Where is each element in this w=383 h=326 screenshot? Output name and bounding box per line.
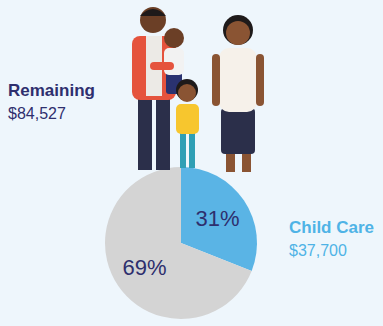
girl-head bbox=[178, 84, 196, 102]
child-head bbox=[164, 28, 184, 48]
family-illustration bbox=[132, 7, 264, 172]
data-label: 69% bbox=[123, 255, 167, 280]
chart: 31% 69% Remaining $84,527 Child Care $37,700 bbox=[0, 0, 383, 326]
pie-slice bbox=[105, 167, 252, 319]
mom-arm bbox=[256, 54, 264, 106]
dad-head bbox=[140, 7, 166, 33]
girl-leg bbox=[189, 130, 195, 168]
girl-shirt bbox=[176, 104, 199, 134]
child-shirt bbox=[164, 48, 184, 75]
category-label: Child Care bbox=[289, 218, 374, 237]
dad-hair bbox=[140, 9, 166, 16]
mom-hair bbox=[223, 15, 253, 45]
mom-head bbox=[226, 21, 250, 45]
pie: 31% 69% bbox=[105, 167, 257, 319]
mom-arm bbox=[212, 54, 220, 106]
mom-top bbox=[219, 48, 257, 112]
girl-hair bbox=[176, 79, 198, 101]
amount-label: $84,527 bbox=[8, 105, 66, 122]
category-label: Remaining bbox=[8, 81, 95, 100]
dad-leg bbox=[138, 96, 152, 170]
amount-label: $37,700 bbox=[289, 242, 347, 259]
girl-leg bbox=[180, 130, 186, 168]
data-label: 31% bbox=[195, 206, 239, 231]
dad-leg bbox=[156, 96, 170, 170]
background bbox=[0, 0, 383, 326]
mom-pants bbox=[221, 108, 255, 154]
dad-arm bbox=[150, 62, 174, 70]
